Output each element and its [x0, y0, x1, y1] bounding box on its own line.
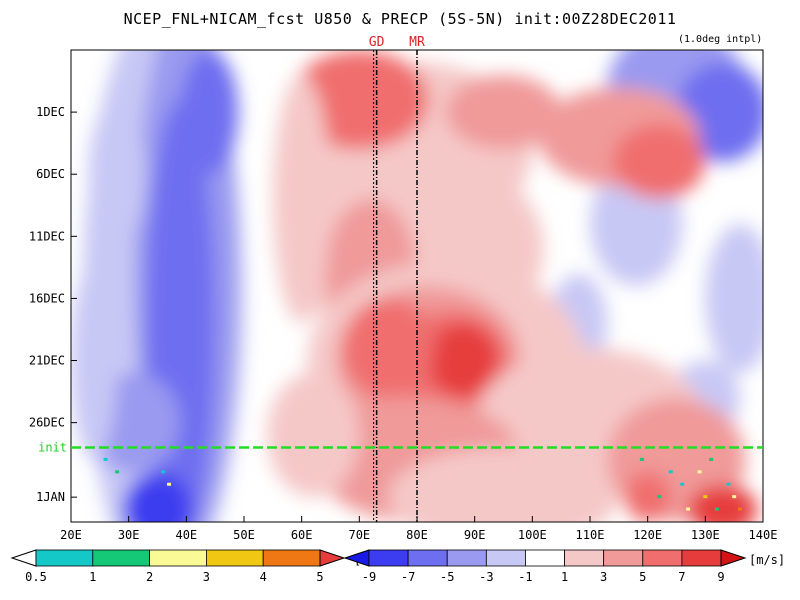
y-tick-label: 1DEC: [36, 105, 65, 119]
wind-cell: [388, 447, 619, 522]
wind-colorbar-label: 9: [717, 570, 724, 584]
chart-marks: GD MR init 1DEC 6DEC 11DEC 16DEC 21DEC 26DEC 1JAN…: [10, 35, 785, 584]
y-tick-label: 6DEC: [36, 167, 65, 181]
y-tick-label: 11DEC: [29, 229, 65, 243]
precip-cell: [115, 470, 120, 474]
y-tick-label: 26DEC: [29, 416, 65, 430]
precip-colorbar-max: [319, 549, 346, 567]
x-tick-label: 70E: [348, 528, 370, 542]
wind-colorbar-label: 7: [678, 570, 685, 584]
wind-colorbar-swatch: [525, 549, 565, 567]
wind-colorbar-swatch: [485, 549, 526, 567]
precip-cell: [639, 457, 644, 461]
precip-cell: [709, 457, 714, 461]
wind-cell: [71, 261, 118, 460]
init-label: init: [38, 440, 67, 454]
wind-cell: [290, 50, 429, 150]
precip-colorbar-label: 5: [316, 570, 323, 584]
wind-cell: [180, 50, 239, 175]
y-tick-label: 16DEC: [29, 291, 65, 305]
precip-colorbar-label: 1: [89, 570, 96, 584]
precip-cell: [680, 482, 685, 486]
wind-colorbar-swatch: [368, 549, 409, 567]
precip-cell: [167, 482, 172, 486]
wind-colorbar-label: -9: [362, 570, 376, 584]
wind-colorbar-label: -1: [518, 570, 532, 584]
x-tick-label: 100E: [518, 528, 547, 542]
wind-cell: [688, 484, 758, 522]
precip-colorbar-swatch: [149, 549, 207, 567]
x-tick-label: 40E: [175, 528, 197, 542]
precip-colorbar-swatch: [92, 549, 151, 567]
wind-blobs: [71, 50, 763, 522]
wind-colorbar-swatch: [681, 549, 722, 567]
u850-field: [71, 50, 763, 522]
precip-colorbar-label: 4: [260, 570, 267, 584]
precip-cell: [726, 482, 731, 486]
precip-cell: [714, 507, 719, 511]
precip-cell: [668, 470, 673, 474]
wind-cell: [428, 323, 498, 398]
wind-colorbar-label: -7: [401, 570, 415, 584]
wind-cell: [267, 372, 360, 498]
precip-colorbar-label: 2: [146, 570, 153, 584]
precip-speckles: [103, 457, 742, 511]
marker-label-gd: GD: [369, 35, 385, 50]
precip-cell: [737, 507, 742, 511]
wind-cell: [122, 472, 193, 522]
precip-cell: [161, 470, 166, 474]
precip-colorbar-swatch: [205, 549, 264, 567]
wind-colorbar-max: [720, 549, 747, 567]
marker-label-mr: MR: [409, 35, 425, 50]
x-tick-label: 120E: [633, 528, 662, 542]
y-tick-label: 1JAN: [36, 490, 65, 504]
wind-cell: [624, 472, 671, 522]
precip-cell: [732, 495, 737, 499]
wind-colorbar-swatch: [446, 549, 487, 567]
x-tick-label: 20E: [60, 528, 82, 542]
x-tick-label: 30E: [118, 528, 140, 542]
wind-cell: [342, 298, 435, 398]
x-tick-label: 60E: [291, 528, 313, 542]
wind-colorbar-swatch: [603, 549, 644, 567]
wind-colorbar-label: -3: [479, 570, 493, 584]
y-tick-label: 21DEC: [29, 354, 65, 368]
wind-cell: [445, 74, 562, 150]
wind-colorbar-label: -5: [440, 570, 454, 584]
wind-colorbar-label: 5: [639, 570, 646, 584]
wind-colorbar-label: 1: [561, 570, 568, 584]
precip-cell: [697, 470, 702, 474]
x-tick-label: 90E: [464, 528, 486, 542]
precip-cell: [103, 457, 108, 461]
wind-cell: [88, 99, 146, 249]
wind-colorbar-label: 3: [600, 570, 607, 584]
precip-colorbar-swatch: [35, 549, 94, 567]
precip-cell: [657, 495, 662, 499]
wind-cell: [705, 223, 763, 373]
chart-title: NCEP_FNL+NICAM_fcst U850 & PRECP (5S-5N)…: [123, 10, 677, 28]
x-tick-label: 80E: [406, 528, 428, 542]
precip-cell: [686, 507, 691, 511]
interpolation-note: (1.0deg intpl): [678, 34, 763, 45]
wind-colorbar-swatch: [642, 549, 683, 567]
precip-colorbar-swatch: [262, 549, 321, 567]
x-tick-label: 50E: [233, 528, 255, 542]
wind-colorbar-swatch: [407, 549, 448, 567]
wind-colorbar-swatch: [564, 549, 605, 567]
precip-cell: [703, 495, 708, 499]
x-tick-label: 140E: [749, 528, 778, 542]
precip-colorbar-label: 3: [203, 570, 210, 584]
wind-cell: [272, 74, 331, 324]
precip-colorbar-label: 0.5: [25, 570, 47, 584]
precip-colorbar-min: [10, 549, 37, 567]
wind-cell: [613, 124, 706, 200]
wind-unit: [m/s]: [749, 553, 785, 567]
x-tick-label: 110E: [576, 528, 605, 542]
x-tick-label: 130E: [691, 528, 720, 542]
